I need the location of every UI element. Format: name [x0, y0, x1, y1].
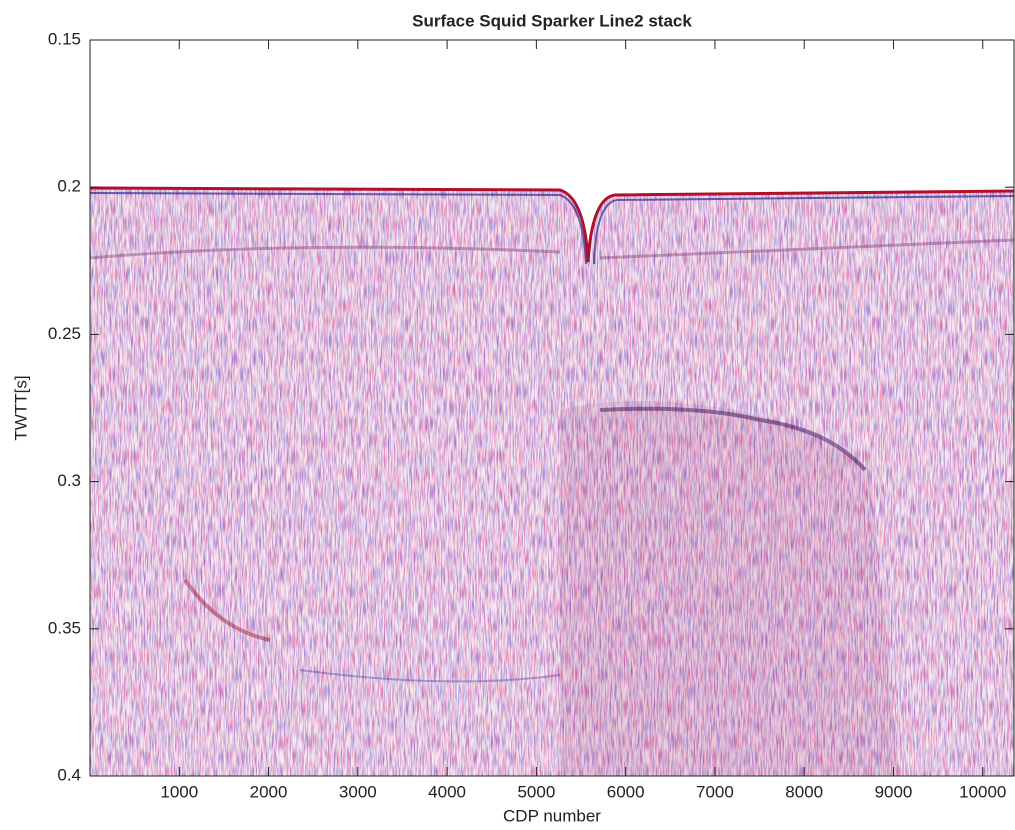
x-tick-label: 9000: [875, 782, 913, 801]
seabed-reflector: [89, 186, 1015, 263]
x-tick-label: 4000: [428, 782, 466, 801]
x-tick-label: 3000: [339, 782, 377, 801]
x-tick-label: 6000: [607, 782, 645, 801]
y-tick-label: 0.2: [57, 177, 81, 196]
x-tick-label: 7000: [696, 782, 734, 801]
x-tick-label: 8000: [785, 782, 823, 801]
x-tick-label: 5000: [517, 782, 555, 801]
y-axis-label: TWTT[s]: [11, 375, 30, 440]
seismic-section: [90, 188, 1014, 776]
chart-title: Surface Squid Sparker Line2 stack: [412, 11, 692, 30]
y-tick-label: 0.25: [48, 324, 81, 343]
x-axis-label: CDP number: [503, 806, 601, 825]
seabed-reflector: [89, 192, 1015, 265]
y-tick-label: 0.4: [57, 765, 81, 784]
y-tick-label: 0.35: [48, 618, 81, 637]
x-tick-label: 1000: [160, 782, 198, 801]
y-tick-label: 0.3: [57, 471, 81, 490]
x-tick-label: 10000: [959, 782, 1006, 801]
x-tick-label: 2000: [250, 782, 288, 801]
plot-frame: [89, 39, 1015, 777]
y-tick-label: 0.15: [48, 29, 81, 48]
